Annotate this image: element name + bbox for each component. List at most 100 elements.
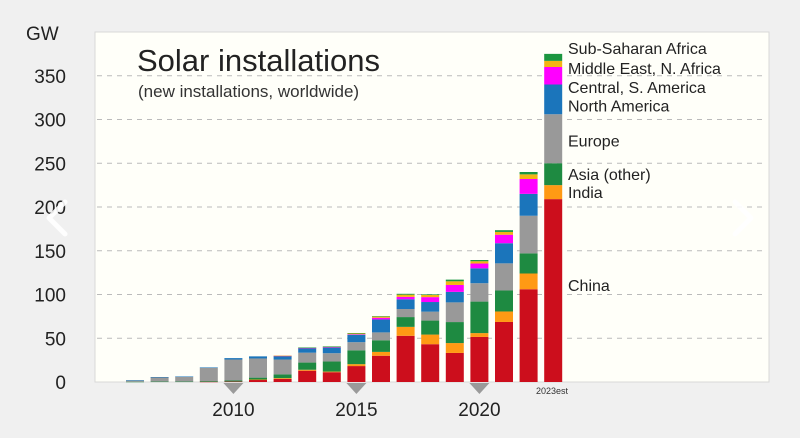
- bar-segment: [199, 381, 218, 382]
- bar-segment: [298, 347, 317, 349]
- bar-segment: [150, 377, 169, 378]
- bar-segment: [372, 316, 390, 317]
- bar-segment: [396, 293, 415, 295]
- bar-segment: [544, 84, 563, 115]
- x-tick-marker: [223, 383, 244, 394]
- y-tick-label: 100: [34, 286, 66, 307]
- x-tick-marker: [346, 383, 367, 394]
- bar-segment: [396, 299, 415, 310]
- bar-segment: [224, 380, 243, 382]
- bar-segment: [470, 336, 489, 382]
- bar-segment: [199, 367, 218, 368]
- bar-segment: [347, 350, 366, 365]
- bar-segment: [322, 347, 341, 348]
- legend-label: Asia (other): [568, 167, 651, 184]
- x-tick-label: 2015: [335, 400, 377, 421]
- y-tick-label: 250: [34, 154, 66, 175]
- x-axis: 2010 2015 2020: [212, 383, 501, 421]
- bar-segment: [519, 289, 538, 382]
- y-tick-label: 200: [34, 198, 66, 219]
- bar-segment: [298, 370, 317, 382]
- bar-segment: [322, 346, 341, 348]
- bar-segment: [273, 355, 292, 360]
- bar-segment: [445, 322, 464, 344]
- bar-segment: [347, 333, 366, 335]
- bar-segment: [175, 376, 194, 377]
- bar-segment: [445, 343, 464, 353]
- bar-segment: [249, 377, 267, 380]
- bar-segment: [421, 294, 440, 298]
- bar-segment: [470, 268, 489, 284]
- bar-segment: [470, 301, 489, 334]
- y-tick-label: 0: [55, 373, 66, 394]
- bar-segment: [224, 359, 243, 381]
- bar-segment: [322, 372, 341, 382]
- chart-subtitle: (new installations, worldwide): [138, 82, 359, 101]
- bar-segment: [347, 334, 366, 343]
- bar-segment: [322, 346, 341, 347]
- bar-segment: [249, 358, 267, 378]
- x-tick-label: 2010: [212, 400, 254, 421]
- bar-segment: [544, 185, 563, 200]
- bar-segment: [421, 302, 440, 312]
- bar-segment: [519, 273, 538, 290]
- y-tick-label: 50: [45, 329, 66, 350]
- legend-label: North America: [568, 99, 669, 116]
- y-tick-label: 350: [34, 67, 66, 88]
- y-axis-label: GW: [26, 24, 59, 45]
- bar-segment: [347, 334, 366, 335]
- bar-segment: [421, 320, 440, 335]
- legend: Sub-Saharan Africa Middle East, N. Africa…: [568, 41, 721, 295]
- bar-segment: [298, 362, 317, 370]
- next-slide-button[interactable]: [722, 196, 762, 240]
- bar-segment: [495, 243, 513, 264]
- bar-stacks: [126, 53, 563, 383]
- bar-segment: [322, 353, 341, 362]
- bar-segment: [421, 344, 440, 382]
- bar-segment: [519, 174, 538, 179]
- bar-segment: [347, 333, 366, 334]
- bar-segment: [372, 340, 390, 352]
- bar-segment: [421, 297, 440, 303]
- bar-segment: [519, 193, 538, 216]
- bar-segment: [445, 281, 464, 285]
- bar-segment: [199, 367, 218, 382]
- bar-segment: [372, 319, 390, 333]
- chevron-left-icon: [46, 199, 68, 237]
- bar-segment: [126, 381, 144, 383]
- bar-segment: [273, 378, 292, 382]
- bar-segment: [298, 348, 317, 353]
- bar-segment: [396, 335, 415, 382]
- last-bar-note: 2023est: [536, 386, 569, 396]
- bar-segment: [372, 351, 390, 356]
- bar-segment: [249, 356, 267, 359]
- bar-segment: [322, 361, 341, 372]
- bar-segment: [495, 321, 513, 382]
- bar-segment: [445, 284, 464, 292]
- bar-segment: [495, 234, 513, 244]
- legend-label: Central, S. America: [568, 80, 706, 97]
- bar-segment: [544, 53, 563, 61]
- legend-label: Middle East, N. Africa: [568, 61, 721, 78]
- bar-segment: [273, 374, 292, 379]
- bar-segment: [273, 355, 292, 357]
- bar-segment: [322, 371, 341, 373]
- x-tick-marker: [469, 383, 490, 394]
- bar-segment: [544, 60, 563, 67]
- bar-segment: [150, 377, 169, 382]
- bar-segment: [298, 347, 317, 349]
- y-tick-label: 300: [34, 111, 66, 132]
- bar-segment: [396, 294, 415, 297]
- bar-segment: [519, 215, 538, 254]
- bar-segment: [322, 347, 341, 354]
- bar-segment: [249, 379, 267, 382]
- bar-segment: [199, 381, 218, 383]
- previous-slide-button[interactable]: [38, 196, 78, 240]
- bar-segment: [445, 352, 464, 382]
- bar-segment: [421, 311, 440, 321]
- bar-segment: [470, 263, 489, 269]
- bar-segment: [396, 317, 415, 327]
- bar-segment: [347, 342, 366, 351]
